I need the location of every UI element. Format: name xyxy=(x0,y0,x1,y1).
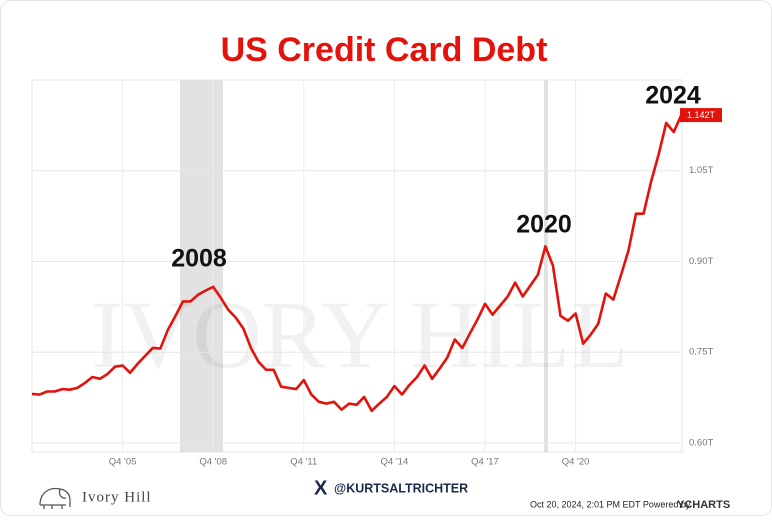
value-label-box xyxy=(680,108,722,123)
chart-title: US Credit Card Debt xyxy=(221,31,548,69)
plot: 0.60T 0.75T 0.90T 1.05T Q4 '05 Q4 '08 Q4 '11 Q4… xyxy=(31,80,722,468)
x-tick-label: Q4 '14 xyxy=(381,457,409,468)
handle: @KURTSALTRICHTER xyxy=(334,481,468,495)
recession-band xyxy=(180,80,223,452)
annotation: 2020 xyxy=(516,211,572,239)
x-tick-label: Q4 '20 xyxy=(562,457,590,468)
x-tick-label: Q4 '08 xyxy=(199,457,227,468)
y-tick-label: 0.60T xyxy=(689,437,713,448)
brand-logo xyxy=(39,487,71,509)
watermark: IVORY HILL xyxy=(91,281,629,388)
value-label: 1.142T xyxy=(687,110,716,120)
annotation: 2008 xyxy=(171,245,227,273)
brand-name: Ivory Hill xyxy=(82,489,152,505)
series-line xyxy=(31,114,683,413)
y-tick-label: 1.05T xyxy=(689,165,713,176)
x-tick-label: Q4 '11 xyxy=(290,457,317,468)
x-tick-label: Q4 '05 xyxy=(109,457,137,468)
source: YCHARTS xyxy=(677,499,730,511)
x-logo: X xyxy=(314,477,328,499)
footer: Oct 20, 2024, 2:01 PM EDT Powered by xyxy=(530,499,691,509)
plot-frame xyxy=(31,79,683,453)
x-tick-label: Q4 '17 xyxy=(471,457,499,468)
y-tick-label: 0.75T xyxy=(689,347,713,358)
recession-band xyxy=(544,80,548,452)
annotation: 2024 xyxy=(645,82,701,110)
y-tick-label: 0.90T xyxy=(689,256,713,267)
